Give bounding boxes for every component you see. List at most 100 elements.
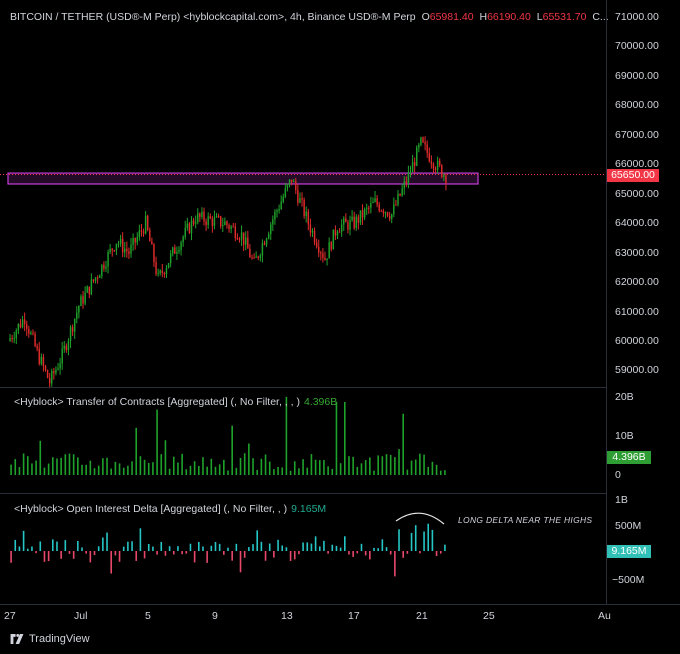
volume-bar (68, 453, 71, 475)
symbol-header: BITCOIN / TETHER (USD®-M Perp) <hyblockc… (10, 11, 609, 23)
candle-body (340, 224, 343, 232)
candle-body (249, 248, 251, 258)
oi-delta-bar (214, 542, 217, 551)
candle-body (167, 263, 170, 269)
oi-delta-bar (77, 540, 79, 551)
candle-body (328, 242, 330, 259)
chart-annotation[interactable]: LONG DELTA NEAR THE HIGHS (458, 515, 593, 525)
candle-body (261, 243, 264, 256)
oi-delta-bar (56, 541, 58, 551)
oi-delta-bar (52, 539, 54, 551)
volume-bar (60, 457, 62, 475)
oi-delta-bar (60, 551, 62, 559)
oi-delta-bar (181, 551, 183, 555)
time-tick: 27 (4, 610, 16, 622)
candle-body (405, 181, 408, 183)
oi-delta-bar (285, 547, 288, 551)
candle-body (301, 198, 303, 200)
oi-delta-bar (122, 546, 125, 551)
candle-body (228, 225, 230, 229)
volume-pane-title[interactable]: <Hyblock> Transfer of Contracts [Aggrega… (14, 396, 337, 408)
volume-bar (427, 467, 430, 475)
volume-pane-value: 4.396B (303, 396, 338, 408)
volume-bar (410, 460, 413, 475)
candle-body (416, 147, 418, 166)
oi-delta-bar (152, 546, 154, 551)
price-tick: 69000.00 (615, 69, 659, 82)
oi-delta-bar (185, 551, 188, 554)
volume-bar (277, 466, 279, 475)
candle-body (393, 204, 395, 215)
candle-body (88, 286, 91, 295)
candle-body (73, 318, 76, 332)
open-value: 65981.40 (429, 11, 474, 23)
volume-bar (122, 467, 125, 475)
candle-body (445, 175, 447, 184)
price-tick: 64000.00 (615, 217, 659, 230)
candle-body (372, 201, 374, 203)
price-tick: 68000.00 (615, 99, 659, 112)
volume-bar (26, 456, 29, 475)
candle-body (407, 172, 410, 183)
price-tick: 66000.00 (615, 158, 659, 171)
candle-body (315, 242, 318, 247)
candle-body (194, 222, 197, 224)
oi-delta-bar (47, 551, 50, 562)
candle-body (13, 338, 15, 340)
oi-delta-bar (256, 530, 258, 551)
price-tick: 71000.00 (615, 11, 659, 23)
volume-bar (243, 453, 246, 475)
candle-body (313, 230, 316, 243)
oi-delta-bar (344, 536, 346, 551)
volume-bar (202, 457, 204, 475)
candle-body (365, 207, 368, 210)
oi-delta-bar (410, 532, 413, 551)
volume-bar (206, 466, 208, 475)
oi-delta-bar (423, 531, 425, 551)
volume-bar (406, 469, 409, 475)
oi-pane-title[interactable]: <Hyblock> Open Interest Delta [Aggregate… (14, 503, 326, 515)
oi-delta-bar (172, 551, 175, 555)
oi-delta-bar (227, 547, 229, 551)
candle-body (48, 378, 51, 384)
candle-body (322, 253, 324, 258)
candle-body (209, 216, 212, 219)
candle-body (65, 345, 68, 351)
oi-delta-bar (427, 523, 430, 551)
pane-divider-oi[interactable] (0, 493, 606, 494)
candle-body (274, 211, 276, 220)
oi-delta-bar (189, 543, 192, 551)
candle-body (23, 319, 26, 325)
time-tick: 5 (145, 610, 151, 622)
volume-bar (385, 454, 388, 475)
volume-bar (177, 462, 179, 475)
volume-bar (14, 459, 17, 475)
volume-pane-title-text: <Hyblock> Transfer of Contracts [Aggrega… (14, 396, 300, 408)
oi-delta-bar (252, 544, 254, 551)
time-tick: 17 (348, 610, 360, 622)
candle-body (259, 255, 262, 258)
candlestick-chart[interactable] (0, 0, 606, 604)
candle-body (217, 216, 220, 218)
candle-body (280, 201, 282, 210)
pane-divider-volume[interactable] (0, 387, 606, 388)
oi-delta-bar (318, 546, 321, 551)
volume-bar (352, 456, 354, 475)
oi-delta-bar (31, 546, 33, 551)
oi-delta-bar (431, 529, 434, 551)
candle-body (78, 306, 80, 313)
volume-bar (114, 461, 117, 475)
candle-body (374, 198, 376, 202)
volume-bar (110, 468, 112, 475)
tradingview-branding[interactable]: TradingView (9, 633, 90, 645)
candle-body (38, 348, 40, 364)
oi-delta-bar (35, 551, 37, 554)
oi-delta-bar (398, 529, 400, 551)
candle-body (343, 218, 345, 225)
candle-body (51, 371, 53, 384)
volume-bar (135, 427, 138, 475)
candle-body (103, 264, 105, 269)
volume-bar (248, 443, 250, 475)
volume-bar (339, 463, 342, 475)
